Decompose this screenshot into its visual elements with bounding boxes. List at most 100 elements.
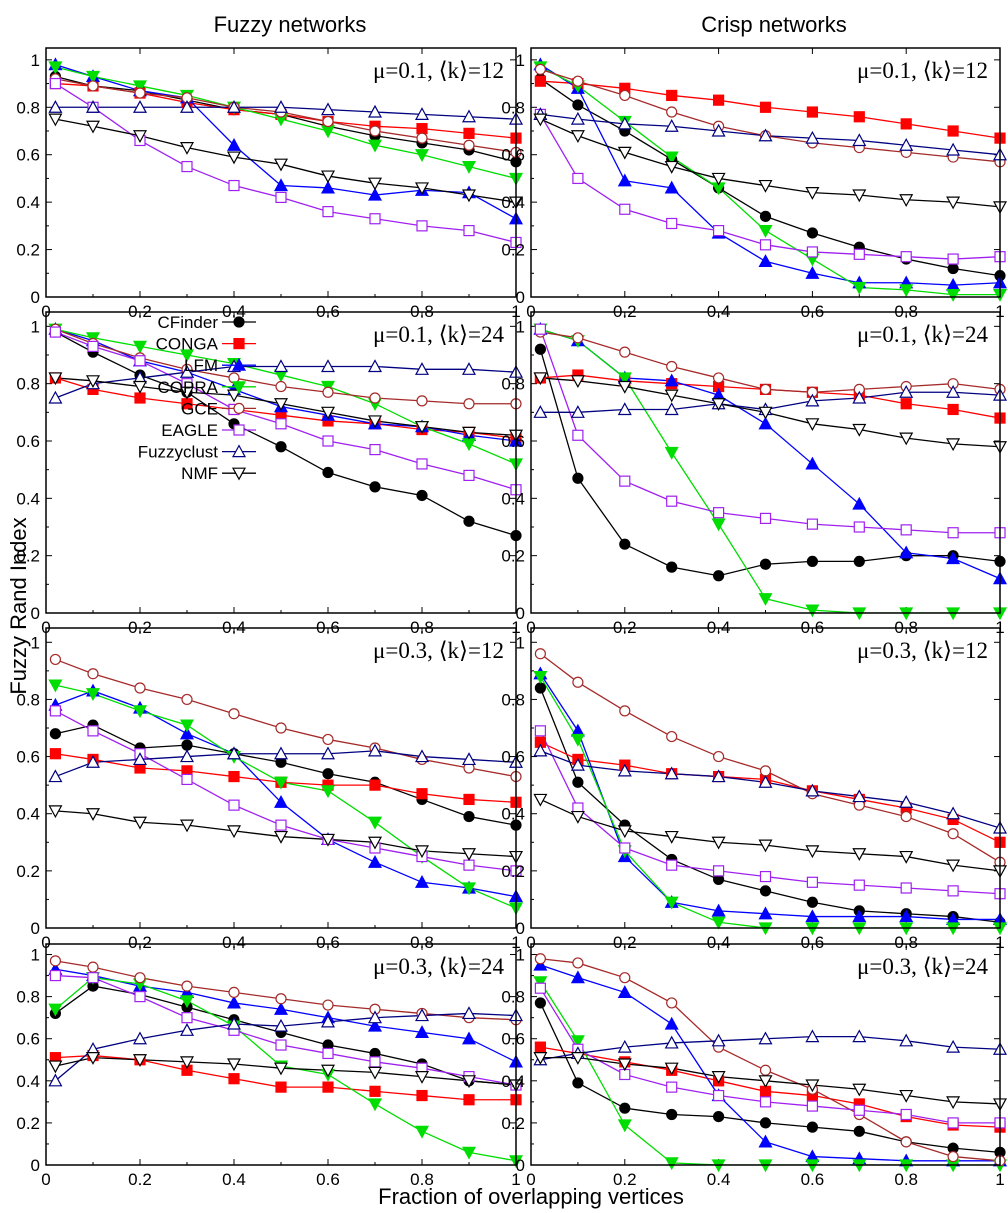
point-fuzzyclust: [132, 100, 148, 113]
point-copra: [946, 289, 961, 302]
point-lfm: [226, 137, 242, 151]
point-gce: [322, 386, 334, 398]
point-fuzzyclust: [85, 755, 101, 768]
point-copra: [179, 349, 195, 363]
point-eagle: [947, 253, 959, 265]
point-fuzzyclust: [414, 749, 430, 763]
point-conga: [49, 748, 62, 760]
y-tick-label: 0.6: [501, 1030, 525, 1049]
point-gce: [947, 828, 959, 840]
y-tick-label: 0.8: [501, 98, 525, 117]
y-tick-label: 1: [516, 51, 525, 70]
point-gce: [322, 999, 334, 1011]
point-nmf: [852, 423, 867, 437]
point-gce: [87, 80, 99, 92]
point-copra: [711, 916, 726, 930]
x-tick-label: 0.8: [894, 933, 918, 952]
point-copra: [461, 438, 477, 452]
point-copra: [414, 1125, 430, 1139]
legend-label: GCE: [181, 399, 218, 418]
y-tick-label: 1: [516, 633, 525, 652]
point-eagle: [463, 225, 475, 237]
y-tick-label: 0.6: [16, 1030, 40, 1049]
point-fuzzyclust: [85, 100, 101, 113]
point-nmf: [664, 389, 679, 403]
point-cfinder: [806, 1121, 819, 1133]
plot-frame: [45, 943, 517, 1166]
point-fuzzyclust: [570, 405, 585, 418]
point-lfm: [533, 957, 548, 971]
x-tick-label: 0.8: [410, 933, 434, 952]
y-tick-label: 0.6: [501, 748, 525, 767]
point-cfinder: [572, 472, 584, 484]
point-eagle: [134, 991, 146, 1003]
point-cfinder: [619, 1102, 631, 1114]
point-conga: [900, 398, 912, 410]
legend-marker: [233, 316, 245, 328]
point-lfm: [805, 456, 820, 470]
y-tick-label: 1: [31, 317, 40, 336]
x-tick-label: 0: [526, 1170, 535, 1189]
legend-marker: [233, 402, 245, 414]
y-tick-label: 1: [31, 51, 40, 70]
marker-group: [48, 955, 524, 1169]
point-fuzzyclust: [226, 746, 242, 760]
y-tick-label: 1: [31, 946, 40, 965]
point-cfinder: [759, 1117, 772, 1129]
series-line-gce: [540, 958, 1000, 1162]
point-gce: [181, 980, 193, 992]
x-tick-label: 0.4: [707, 933, 731, 952]
point-copra: [899, 284, 914, 298]
point-nmf: [367, 415, 383, 429]
point-cfinder: [619, 538, 631, 550]
y-tick-label: 0.4: [16, 1072, 40, 1091]
point-copra: [570, 1035, 585, 1049]
x-tick-label: 0.8: [894, 1170, 918, 1189]
point-fuzzyclust: [899, 795, 914, 808]
point-nmf: [85, 1052, 101, 1065]
point-gce: [666, 106, 678, 118]
point-fuzzyclust: [48, 390, 63, 404]
point-eagle: [666, 217, 678, 230]
point-conga: [534, 1041, 546, 1053]
point-eagle: [853, 521, 865, 533]
point-lfm: [899, 909, 914, 923]
series-line-conga: [540, 741, 1000, 843]
point-gce: [759, 1064, 772, 1076]
point-cfinder: [712, 570, 725, 582]
point-nmf: [852, 848, 867, 861]
point-eagle: [463, 859, 475, 871]
point-nmf: [273, 830, 289, 844]
point-fuzzyclust: [367, 743, 383, 757]
point-fuzzyclust: [617, 1039, 632, 1053]
point-nmf: [617, 825, 632, 839]
x-tick-label: 0.2: [613, 933, 637, 952]
panel-annotation: μ=0.3, ⟨k⟩=12: [373, 638, 504, 663]
point-gce: [228, 708, 240, 720]
point-nmf: [899, 1089, 914, 1103]
point-fuzzyclust: [273, 100, 289, 113]
point-copra: [664, 446, 679, 460]
point-nmf: [617, 146, 632, 160]
series-line-nmf: [540, 118, 1000, 208]
point-nmf: [48, 372, 63, 386]
point-nmf: [320, 833, 336, 847]
point-nmf: [533, 113, 548, 127]
point-copra: [179, 719, 195, 733]
point-fuzzyclust: [758, 128, 773, 142]
series-line-copra: [539, 676, 1000, 928]
point-cfinder: [463, 810, 475, 823]
point-nmf: [899, 432, 914, 446]
point-nmf: [461, 1075, 477, 1089]
point-conga: [947, 125, 959, 137]
point-nmf: [899, 850, 914, 864]
point-fuzzyclust: [852, 390, 867, 404]
point-eagle: [322, 1047, 334, 1060]
point-nmf: [758, 406, 773, 420]
point-fuzzyclust: [852, 1029, 867, 1043]
point-nmf: [852, 1083, 867, 1097]
series-line-eagle: [539, 328, 1000, 534]
point-fuzzyclust: [132, 1031, 148, 1045]
point-nmf: [461, 189, 477, 203]
point-fuzzyclust: [805, 130, 820, 144]
